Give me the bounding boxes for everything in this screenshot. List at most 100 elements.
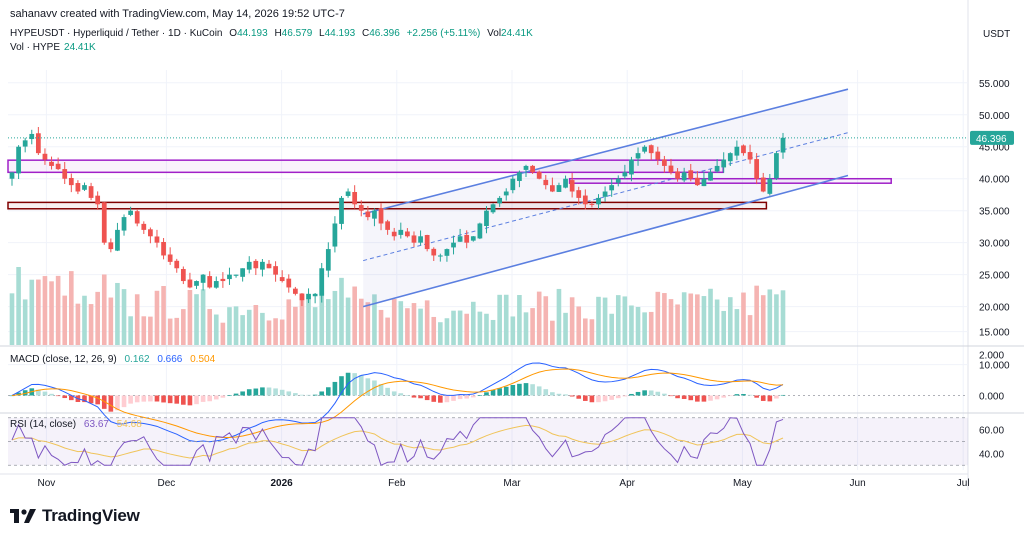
volume-bar <box>734 309 740 345</box>
volume-bar <box>82 295 87 345</box>
candle-body <box>246 261 252 270</box>
macd-histogram-bar <box>227 395 232 397</box>
volume-bar <box>470 301 476 345</box>
volume-bar <box>372 294 377 345</box>
time-tick-label: Nov <box>38 478 56 489</box>
macd-histogram-bar <box>615 395 621 399</box>
volume-bar <box>490 319 496 345</box>
rsi-ma-line <box>11 424 784 459</box>
macd-histogram-bar <box>16 392 21 396</box>
volume-bar <box>141 316 147 345</box>
candle-body <box>253 260 259 269</box>
candle-body <box>536 171 542 179</box>
time-axis: Nov Dec 2026 Feb Mar Apr May Jun Jul <box>38 478 970 489</box>
candle-body <box>510 178 516 191</box>
volume-legend-label[interactable]: Vol · HYPE <box>10 42 61 53</box>
price-tick-label: 20.000 <box>979 303 1010 314</box>
macd-histogram-bar <box>306 394 311 396</box>
volume-bar <box>536 291 542 345</box>
candle-body <box>747 152 753 160</box>
candle-body <box>457 236 463 242</box>
macd-legend: MACD (close, 12, 26, 9) 0.162 0.666 0.50… <box>10 354 220 365</box>
macd-line <box>11 362 784 443</box>
candle-body <box>418 236 423 243</box>
candle-body <box>88 186 94 198</box>
volume-bar <box>767 289 773 345</box>
volume-bar <box>398 301 404 345</box>
macd-histogram-bar <box>721 395 727 398</box>
macd-histogram-bar <box>464 395 470 399</box>
rsi-legend-title[interactable]: RSI (14, close) <box>10 419 77 430</box>
volume-bar <box>266 320 272 345</box>
candle-body <box>365 211 371 218</box>
macd-histogram-bar <box>385 387 390 396</box>
candle-body <box>721 159 727 168</box>
candle-body <box>62 169 68 179</box>
candle-body <box>596 197 601 205</box>
macd-histogram-bar <box>747 394 753 396</box>
candle-body <box>780 137 786 153</box>
candle-body <box>339 197 344 224</box>
volume-bar <box>9 293 15 345</box>
macd-histogram-bar <box>609 395 614 400</box>
volume-bar <box>530 308 535 345</box>
volume-bar <box>681 292 687 345</box>
symbol-line[interactable]: HYPEUSDT · Hyperliquid / Tether · 1D · K… <box>10 28 223 39</box>
candle-body <box>55 163 61 170</box>
volume-bar <box>576 306 582 345</box>
volume-bar <box>424 300 430 345</box>
price-tick-label: 55.000 <box>979 79 1010 90</box>
volume-bar <box>378 309 384 345</box>
macd-histogram-bar <box>510 385 516 396</box>
channel-lines <box>362 88 849 308</box>
macd-histogram-bar <box>260 387 265 396</box>
macd-histogram-bar <box>207 395 213 402</box>
macd-histogram-bar <box>576 395 582 399</box>
candle-body <box>629 159 634 175</box>
macd-tick-label: 2.000 <box>979 350 1004 361</box>
candle-body <box>82 185 87 190</box>
volume-bar <box>121 289 127 345</box>
level-box <box>7 159 724 174</box>
macd-histogram-bar <box>583 395 588 401</box>
candle-body <box>148 229 153 237</box>
candle-body <box>161 241 166 256</box>
candle-body <box>556 185 562 192</box>
macd-histogram-bar <box>253 388 259 396</box>
macd-histogram-bar <box>563 394 568 396</box>
macd-histogram-bar <box>233 393 239 396</box>
candle-body <box>378 208 384 224</box>
candle-body <box>602 191 608 197</box>
macd-line-value: 0.666 <box>157 354 183 365</box>
macd-histogram-bar <box>141 395 147 402</box>
macd-histogram-bar <box>36 389 41 396</box>
volume-bar <box>42 276 48 345</box>
rsi-tick-label: 40.00 <box>979 449 1004 460</box>
volume-bar <box>187 289 193 345</box>
volume-bar <box>701 296 707 345</box>
volume-bar <box>517 295 522 345</box>
macd-histogram-bar <box>695 395 700 402</box>
candle-body <box>582 195 588 205</box>
volume-bar <box>332 290 338 345</box>
volume-bar <box>774 294 779 345</box>
candle-body <box>648 145 654 154</box>
currency-label: USDT <box>983 29 1010 40</box>
macd-histogram-bar <box>161 395 166 403</box>
volume-bar <box>49 281 54 345</box>
volume-bar <box>240 315 245 345</box>
price-chart[interactable]: USDT 55.000 50.000 45.000 40.000 35.000 30.000… <box>0 0 1024 500</box>
macd-legend-title[interactable]: MACD (close, 12, 26, 9) <box>10 354 117 365</box>
time-tick-label: Dec <box>158 478 176 489</box>
tradingview-logo[interactable]: TradingView <box>10 506 140 526</box>
volume-bar <box>569 297 575 345</box>
candle-body <box>279 277 285 282</box>
time-tick-label: Mar <box>503 478 521 489</box>
last-price-badge <box>970 130 1014 145</box>
candle-body <box>688 170 694 179</box>
candle-body <box>431 248 437 256</box>
volume-bar <box>708 288 713 345</box>
candle-body <box>774 153 779 179</box>
candle-body <box>220 278 226 282</box>
volume-bar <box>431 316 437 345</box>
